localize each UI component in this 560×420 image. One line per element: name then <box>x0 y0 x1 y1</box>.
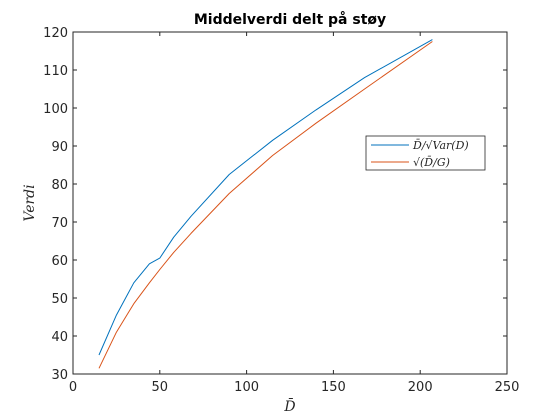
y-tick-label: 70 <box>51 216 68 231</box>
y-axis: 30 40 50 60 70 80 90 100 110 120 <box>43 26 507 383</box>
series-line-1 <box>98 39 433 356</box>
x-tick-label: 100 <box>234 380 259 395</box>
y-tick-label: 110 <box>43 64 68 79</box>
y-tick-label: 50 <box>51 292 68 307</box>
legend-entry-series-1: D̄/√Var(D) <box>412 139 469 152</box>
y-tick-label: 40 <box>51 330 68 345</box>
x-tick-label: 150 <box>321 380 346 395</box>
legend-box <box>365 135 486 171</box>
y-tick-label: 80 <box>51 178 68 193</box>
y-tick-label: 100 <box>43 102 68 117</box>
x-tick-label: 200 <box>408 380 433 395</box>
y-tick-label: 30 <box>51 368 68 383</box>
series-line-2 <box>98 41 433 369</box>
x-axis: 0 50 100 150 200 250 <box>69 32 520 395</box>
plot-frame <box>72 31 508 375</box>
x-tick-label: 250 <box>495 380 520 395</box>
chart-title: Middelverdi delt på støy <box>194 11 386 28</box>
y-axis-label: Verdi <box>22 184 38 221</box>
x-axis-label: D̄ <box>283 397 295 415</box>
y-tick-label: 90 <box>51 140 68 155</box>
series-layer <box>98 39 433 369</box>
legend-entry-series-2: √(D̄/G) <box>413 156 450 169</box>
x-tick-label: 0 <box>69 380 77 395</box>
legend: D̄/√Var(D) √(D̄/G) <box>365 135 486 171</box>
y-tick-label: 120 <box>43 26 68 41</box>
y-tick-label: 60 <box>51 254 68 269</box>
x-tick-label: 50 <box>152 380 169 395</box>
